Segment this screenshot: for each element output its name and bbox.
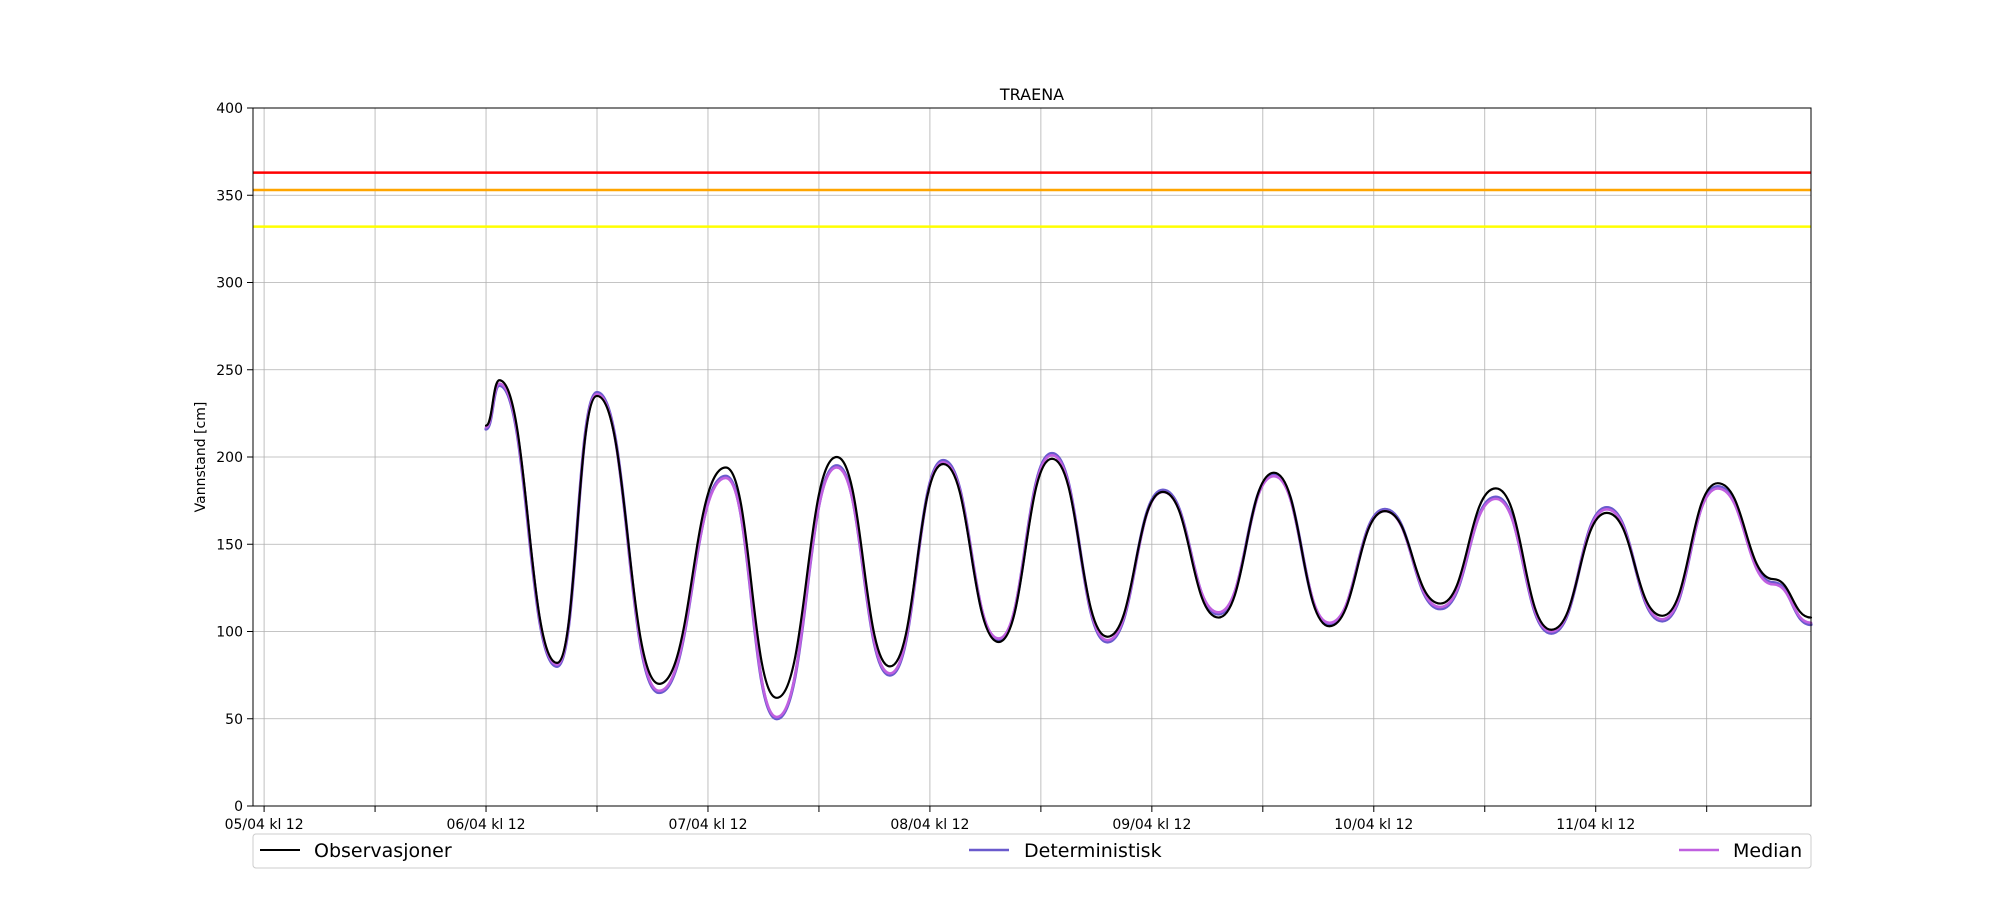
legend-label-median: Median	[1733, 840, 1802, 862]
y-tick-label: 50	[225, 712, 243, 728]
legend: Observasjoner Deterministisk Median	[252, 833, 1812, 869]
x-tick-label: 08/04 kl 12	[890, 817, 969, 833]
y-tick-label: 100	[216, 625, 243, 641]
y-tick-label: 300	[216, 276, 243, 292]
x-tick-label: 11/04 kl 12	[1556, 817, 1635, 833]
y-axis: 0 50 100 150 200 250 300 350 400	[216, 101, 253, 815]
legend-label-observasjoner: Observasjoner	[314, 840, 452, 862]
x-tick-label: 05/04 kl 12	[225, 817, 304, 833]
x-axis: 05/04 kl 12 06/04 kl 12 07/04 kl 12 08/04 k…	[225, 806, 1708, 833]
y-tick-label: 250	[216, 363, 243, 379]
legend-label-deterministisk: Deterministisk	[1024, 840, 1162, 862]
grid	[253, 107, 1811, 807]
legend-box	[252, 833, 1812, 869]
y-tick-label: 0	[234, 799, 243, 815]
x-tick-label: 07/04 kl 12	[668, 817, 747, 833]
series-line-observasjoner	[484, 379, 1813, 699]
threshold-lines	[253, 171, 1811, 228]
y-tick-label: 150	[216, 537, 243, 553]
chart-title: TRAENA	[999, 85, 1064, 104]
y-tick-label: 350	[216, 188, 243, 204]
x-tick-label: 06/04 kl 12	[447, 817, 526, 833]
x-tick-label: 10/04 kl 12	[1334, 817, 1413, 833]
y-axis-label: Vannstand [cm]	[193, 402, 209, 513]
y-tick-label: 200	[216, 450, 243, 466]
x-tick-label: 09/04 kl 12	[1112, 817, 1191, 833]
series-layer	[484, 379, 1813, 721]
y-tick-label: 400	[216, 101, 243, 117]
